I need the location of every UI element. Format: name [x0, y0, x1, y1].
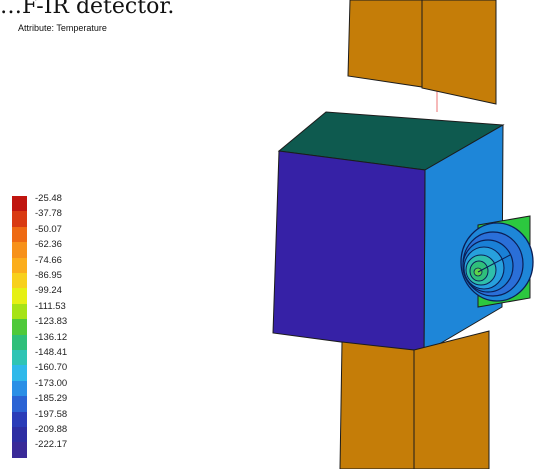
legend-value: -99.24	[35, 285, 62, 297]
legend-value: -86.95	[35, 270, 62, 281]
body-front-face	[272, 150, 426, 354]
legend-swatch	[12, 411, 27, 428]
legend-row: -50.07	[12, 223, 102, 243]
legend-value: -222.17	[35, 439, 68, 451]
caption-fragment: …F-IR detector.	[0, 0, 175, 19]
legend-row: -173.00	[12, 377, 102, 397]
temperature-legend: -25.48 -37.78 -50.07 -62.36 -74.66 -86.95 -99.…	[12, 193, 102, 460]
legend-value: -148.41	[35, 347, 68, 358]
bottom-panel-right	[413, 330, 490, 469]
antenna-strut	[477, 254, 511, 273]
legend-swatch	[12, 380, 27, 397]
legend-swatch	[12, 257, 27, 274]
legend-value: -136.12	[35, 331, 68, 343]
legend-value: -160.70	[35, 362, 68, 374]
legend-swatch	[12, 365, 27, 382]
legend-swatch	[12, 303, 27, 320]
legend-row: -185.29	[12, 393, 102, 413]
legend-value: -185.29	[35, 393, 68, 405]
legend-row: -136.12	[12, 331, 102, 351]
legend-row: -197.58	[12, 408, 102, 428]
legend-value: -25.48	[35, 193, 62, 204]
legend-swatch	[12, 350, 27, 366]
legend-value: -62.36	[35, 239, 62, 251]
legend-row: -222.17	[12, 439, 102, 459]
legend-row: -111.53	[12, 300, 102, 320]
legend-swatch	[12, 334, 27, 351]
legend-row: -74.66	[12, 254, 102, 274]
legend-row: -86.95	[12, 270, 102, 289]
legend-swatch	[12, 196, 27, 212]
top-solar-panel	[347, 0, 497, 105]
legend-swatch	[12, 288, 27, 305]
legend-row: -123.83	[12, 316, 102, 336]
legend-row: -160.70	[12, 362, 102, 382]
bottom-panel-left	[339, 341, 415, 469]
legend-value: -37.78	[35, 208, 62, 220]
legend-value: -50.07	[35, 223, 62, 235]
legend-row: -99.24	[12, 285, 102, 305]
spacecraft-body	[272, 111, 505, 354]
legend-row: -209.88	[12, 424, 102, 443]
legend-swatch	[12, 396, 27, 413]
attribute-label: Attribute: Temperature	[18, 23, 107, 33]
legend-value: -74.66	[35, 254, 62, 266]
legend-swatch	[12, 242, 27, 259]
legend-value: -197.58	[35, 408, 68, 420]
legend-swatch	[12, 442, 27, 459]
top-panel-left	[347, 0, 423, 88]
legend-swatch	[12, 273, 27, 289]
legend-value: -209.88	[35, 424, 68, 435]
top-panel-right	[421, 0, 497, 105]
legend-value: -111.53	[35, 300, 66, 312]
side-antenna	[460, 215, 534, 308]
legend-row: -62.36	[12, 239, 102, 259]
legend-value: -173.00	[35, 377, 68, 389]
legend-row: -25.48	[12, 193, 102, 212]
legend-swatch	[12, 226, 27, 243]
bottom-solar-panel	[339, 330, 490, 469]
legend-swatch	[12, 427, 27, 443]
legend-swatch	[12, 319, 27, 336]
legend-row: -148.41	[12, 347, 102, 366]
legend-row: -37.78	[12, 208, 102, 228]
legend-swatch	[12, 211, 27, 228]
legend-value: -123.83	[35, 316, 68, 328]
